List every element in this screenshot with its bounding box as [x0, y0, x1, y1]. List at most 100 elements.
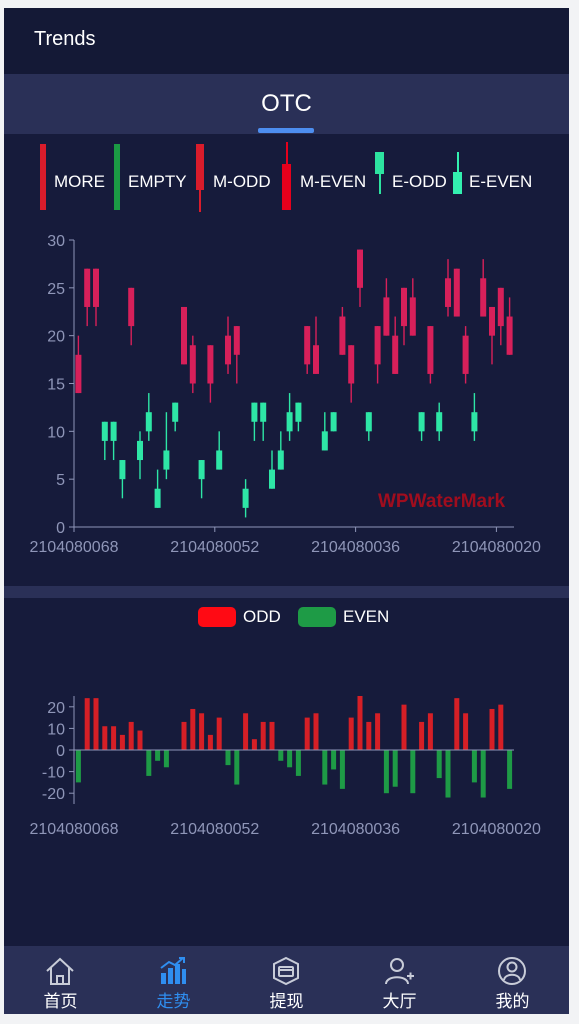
x-tick-label: 2104080020 — [452, 539, 541, 556]
candle — [110, 421, 117, 461]
candle — [348, 345, 355, 403]
candle — [198, 460, 205, 499]
candle-body — [216, 450, 223, 470]
candle-body — [489, 306, 495, 336]
candle — [137, 431, 143, 480]
candle-body — [172, 402, 179, 422]
bar-legend: ODD EVEN — [4, 604, 569, 634]
even-bar — [278, 750, 284, 761]
nav-withdraw[interactable]: 提现 — [230, 946, 343, 1014]
even-bar — [410, 750, 416, 794]
candle-body — [409, 297, 416, 336]
odd-bar — [463, 713, 469, 750]
y-tick-label: 0 — [56, 520, 65, 537]
y-tick-label: 30 — [47, 233, 65, 250]
legend-e-even-swatch — [453, 172, 462, 194]
legend-e-even-label: E-EVEN — [469, 172, 533, 191]
even-bar — [471, 750, 477, 783]
candle — [427, 326, 434, 384]
candle — [154, 469, 161, 508]
y-tick-label: 20 — [47, 329, 65, 346]
candle-body — [251, 402, 258, 422]
x-tick-label: 2104080052 — [170, 539, 259, 556]
candle — [409, 278, 416, 336]
candle-body — [189, 345, 196, 384]
candle — [207, 345, 214, 403]
legend-empty-swatch — [114, 144, 120, 210]
candle-body — [269, 469, 275, 489]
odd-bar — [419, 721, 425, 750]
candle — [163, 412, 170, 480]
y-tick-label: 5 — [56, 472, 65, 489]
x-tick-label: 2104080020 — [452, 821, 541, 838]
legend-odd-swatch[interactable] — [198, 607, 236, 627]
nav-withdraw-label: 提现 — [269, 992, 304, 1011]
candle — [374, 326, 381, 384]
candle — [216, 431, 223, 470]
nav-profile-label: 我的 — [495, 992, 530, 1011]
y-tick-label: 0 — [56, 743, 65, 760]
bottom-nav: 首页 走势 提现 — [4, 946, 569, 1014]
legend-empty-label: EMPTY — [128, 172, 187, 191]
y-tick-label: 10 — [47, 721, 65, 738]
candle-body — [225, 335, 231, 365]
candle — [181, 306, 187, 365]
odd-bar — [243, 713, 249, 750]
candle — [462, 326, 469, 384]
candle-body — [374, 326, 381, 365]
odd-bar — [128, 721, 134, 750]
candle — [401, 287, 407, 346]
odd-bar — [269, 721, 275, 750]
candle — [330, 412, 337, 432]
odd-bar — [375, 713, 381, 750]
trend-chart-icon — [160, 957, 186, 984]
x-tick-label: 2104080036 — [311, 539, 400, 556]
candle-body — [365, 412, 372, 432]
even-bar — [383, 750, 389, 794]
nav-trend[interactable]: 走势 — [117, 946, 230, 1014]
candle-body — [128, 287, 135, 327]
odd-bar — [216, 717, 222, 750]
candle — [357, 249, 363, 307]
tab-otc[interactable]: OTC — [4, 74, 569, 134]
odd-bar — [489, 708, 495, 750]
candle-body — [383, 297, 390, 336]
tab-bar: OTC — [4, 74, 569, 134]
nav-hall[interactable]: 大厅 — [343, 946, 456, 1014]
candle-body — [145, 412, 152, 432]
odd-bar — [304, 717, 310, 750]
odd-bar — [427, 713, 433, 750]
candle-body — [506, 316, 513, 355]
candle-body — [427, 326, 434, 374]
header: Trends — [4, 8, 569, 74]
candle — [242, 479, 249, 518]
odd-bar — [260, 721, 266, 750]
legend-m-even-label: M-EVEN — [300, 172, 367, 191]
legend-odd-label: ODD — [243, 607, 281, 626]
withdraw-icon — [273, 956, 299, 986]
candle — [480, 259, 487, 317]
even-bar — [225, 750, 231, 766]
candle — [225, 316, 231, 374]
legend-even-swatch[interactable] — [298, 607, 336, 627]
candle — [251, 402, 258, 441]
even-bar — [163, 750, 169, 768]
legend-even-label: EVEN — [343, 607, 390, 626]
x-tick-label: 2104080036 — [311, 821, 400, 838]
odd-bar — [137, 730, 143, 750]
candle — [436, 402, 443, 441]
odd-bar — [251, 739, 257, 750]
candle-body — [330, 412, 337, 432]
odd-bar — [119, 734, 125, 750]
candle — [365, 412, 372, 441]
candle-body — [480, 278, 487, 317]
odd-bar — [357, 696, 363, 750]
nav-profile[interactable]: 我的 — [456, 946, 569, 1014]
candle-body — [277, 450, 284, 470]
candle-body — [313, 345, 319, 374]
nav-home[interactable]: 首页 — [4, 946, 117, 1014]
even-bar — [445, 750, 451, 798]
hall-user-icon — [385, 958, 414, 985]
candle — [75, 335, 82, 394]
candle — [506, 297, 513, 355]
